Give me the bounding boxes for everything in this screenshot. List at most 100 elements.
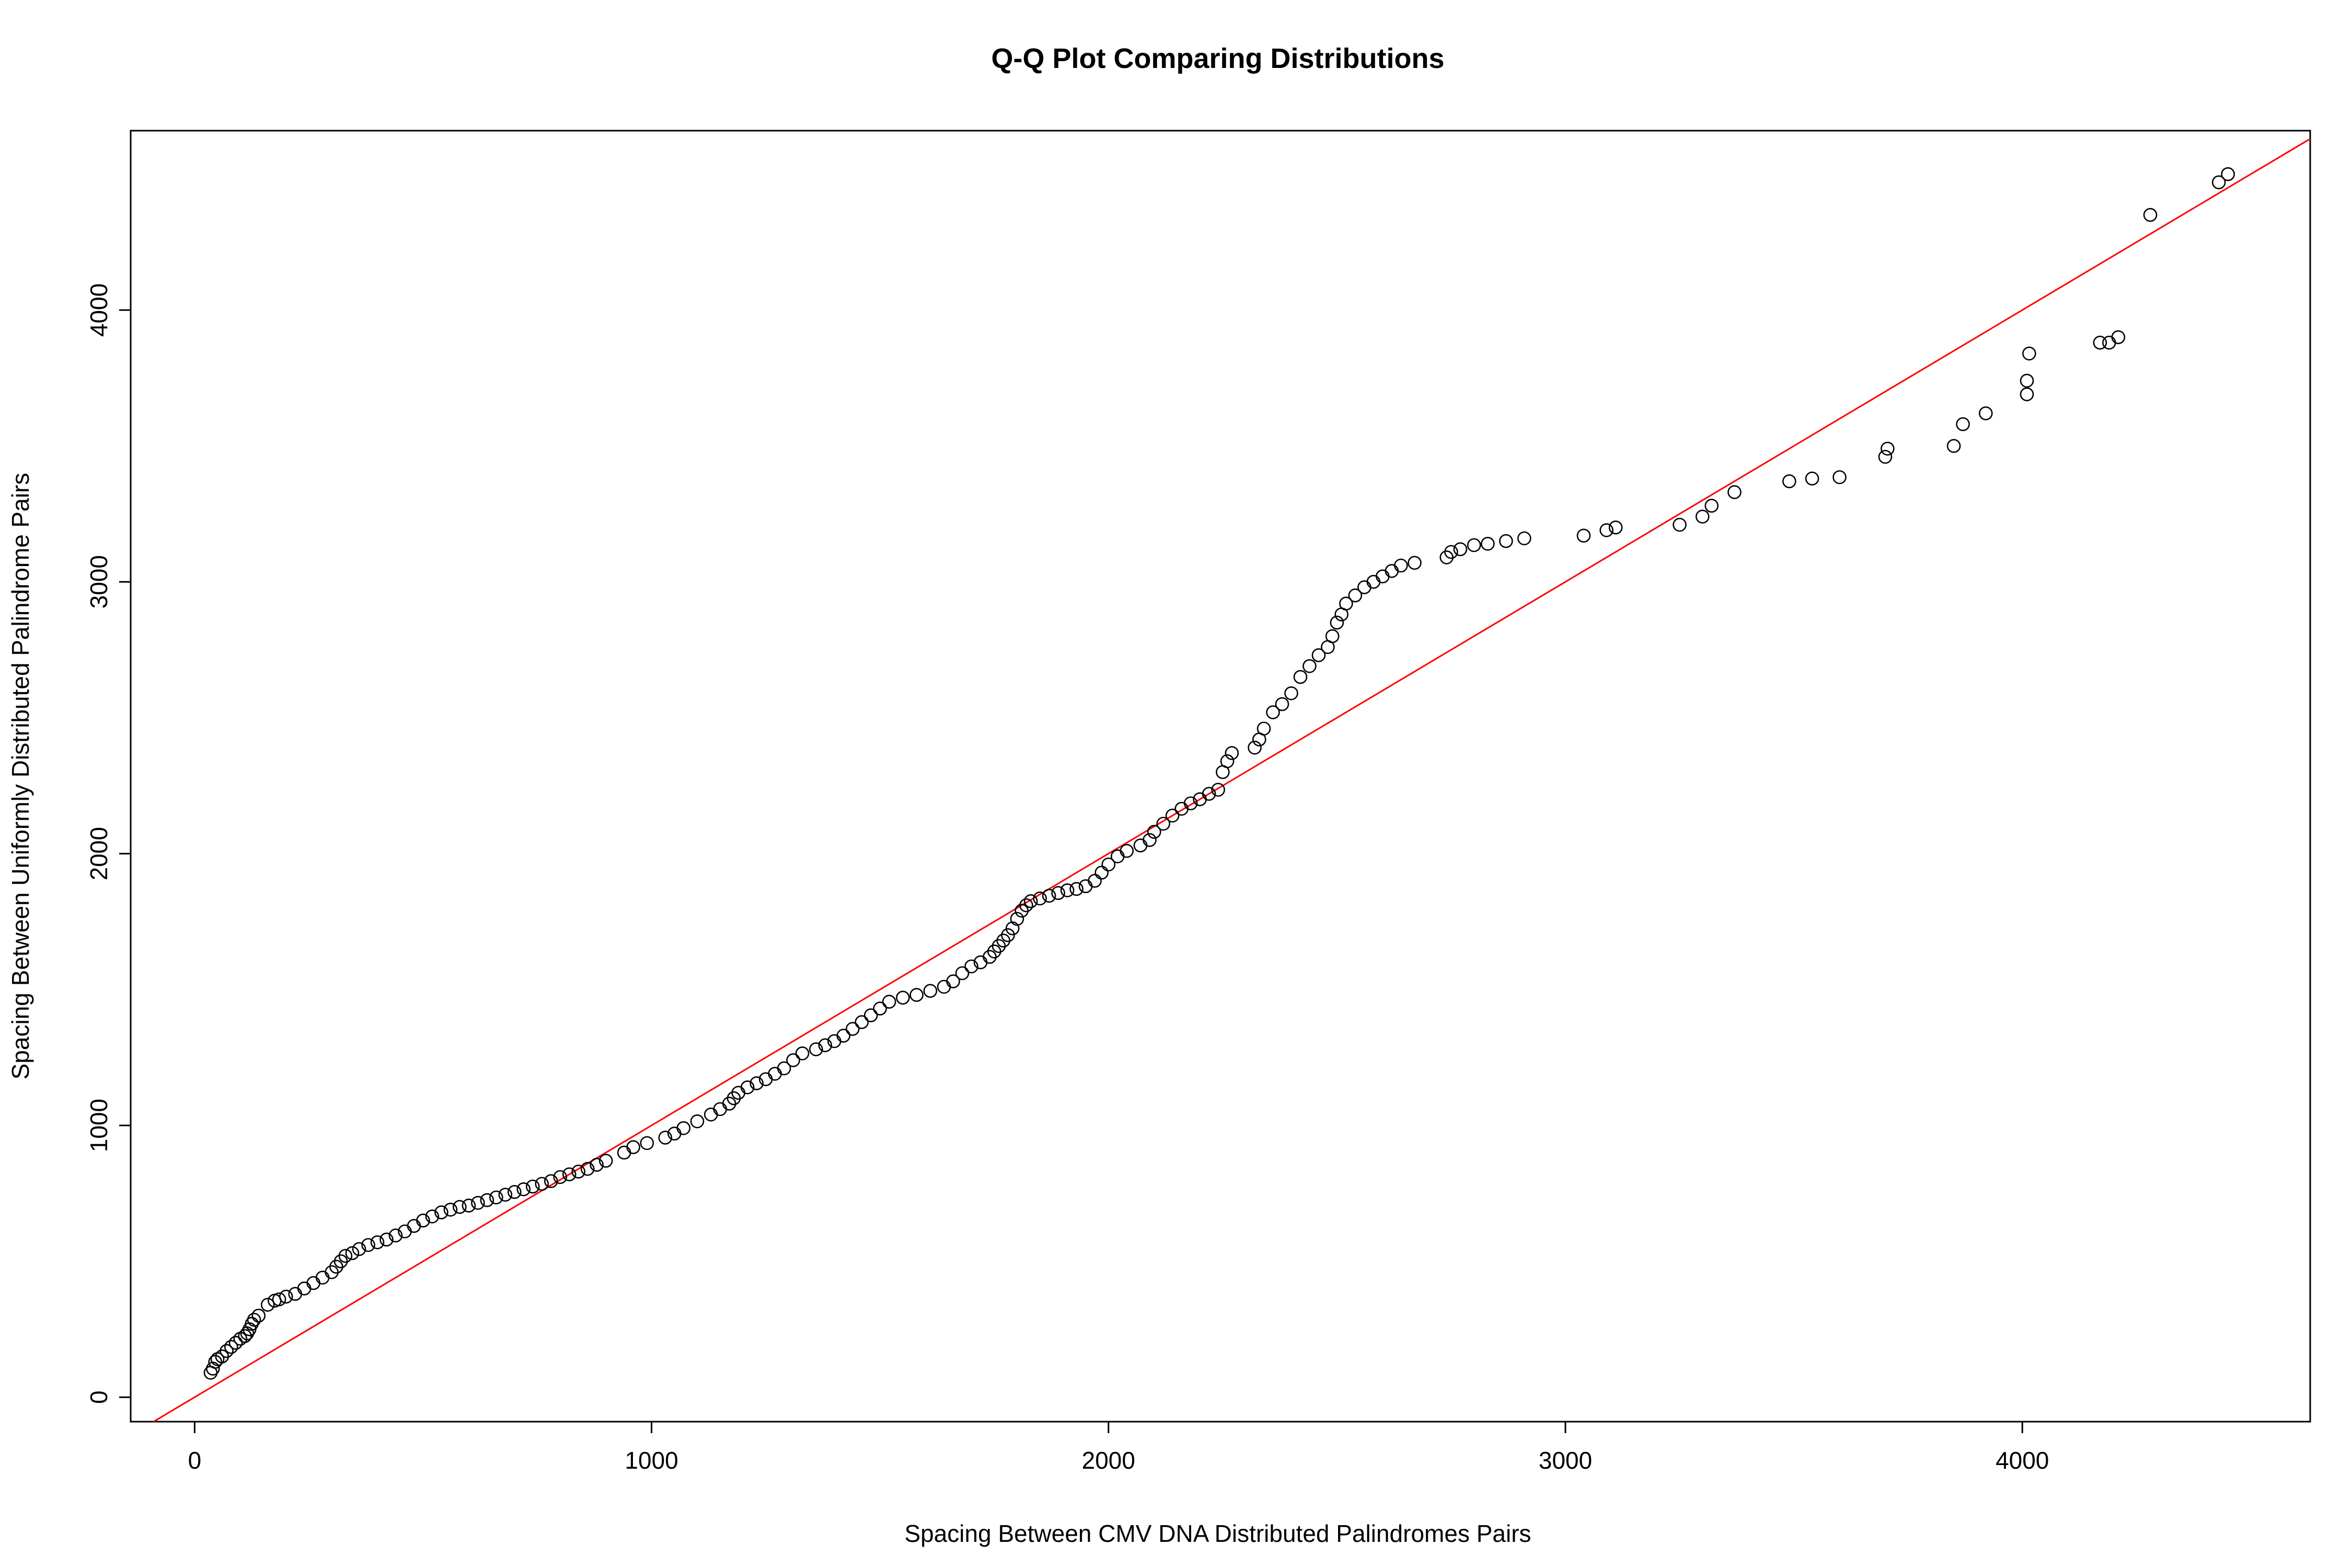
data-point xyxy=(1467,538,1481,552)
data-point xyxy=(1094,866,1109,880)
data-point xyxy=(1183,796,1198,811)
x-tick-label: 2000 xyxy=(1082,1447,1135,1474)
data-point xyxy=(955,966,970,981)
data-point xyxy=(1133,838,1148,852)
data-point xyxy=(544,1174,558,1189)
data-point xyxy=(562,1167,577,1182)
data-point xyxy=(571,1165,586,1179)
data-point xyxy=(2020,387,2034,401)
data-point xyxy=(338,1249,353,1263)
data-point xyxy=(722,1097,736,1111)
data-point xyxy=(590,1158,604,1172)
data-point xyxy=(896,990,910,1005)
data-point xyxy=(740,1080,755,1094)
data-point xyxy=(2020,374,2034,388)
data-point xyxy=(553,1170,568,1184)
y-tick-label: 2000 xyxy=(85,827,112,880)
data-point xyxy=(2022,347,2036,361)
data-point xyxy=(453,1200,467,1214)
data-point xyxy=(315,1271,330,1285)
data-point xyxy=(1202,787,1216,801)
data-point xyxy=(1704,499,1719,513)
data-point xyxy=(626,1140,640,1155)
data-point xyxy=(1069,882,1083,896)
y-tick-label: 4000 xyxy=(85,283,112,337)
data-point xyxy=(964,959,978,974)
data-point xyxy=(946,974,960,988)
data-point xyxy=(777,1061,791,1076)
data-point xyxy=(1385,564,1399,578)
data-point xyxy=(1211,782,1225,797)
data-point xyxy=(863,1008,878,1022)
x-tick-label: 3000 xyxy=(1539,1447,1592,1474)
data-points xyxy=(203,167,2235,1380)
data-point xyxy=(1051,886,1065,900)
data-point xyxy=(2211,175,2226,190)
data-point xyxy=(2111,330,2126,344)
y-axis: 0 1000 2000 3000 4000 xyxy=(85,283,131,1404)
data-point xyxy=(498,1187,513,1202)
data-point xyxy=(996,933,1011,948)
reference-line xyxy=(153,138,2311,1423)
data-point xyxy=(1023,894,1038,908)
data-point xyxy=(407,1219,421,1233)
data-point xyxy=(2093,336,2107,350)
data-point xyxy=(1010,912,1024,926)
data-point xyxy=(462,1198,476,1213)
data-point xyxy=(1078,879,1093,893)
data-point xyxy=(1805,471,1819,486)
y-tick-label: 0 xyxy=(85,1390,112,1404)
data-point xyxy=(306,1276,320,1290)
data-point xyxy=(1878,449,1893,464)
data-point xyxy=(1946,439,1961,453)
chart-title: Q-Q Plot Comparing Distributions xyxy=(991,43,1445,74)
data-point xyxy=(1001,928,1015,942)
data-point xyxy=(260,1298,275,1312)
data-point xyxy=(983,950,997,964)
x-axis: 0 1000 2000 3000 4000 xyxy=(188,1422,2049,1474)
data-point xyxy=(224,1340,238,1354)
y-tick-label: 3000 xyxy=(85,555,112,608)
data-point xyxy=(1275,697,1289,711)
data-point xyxy=(288,1287,303,1301)
data-point xyxy=(480,1193,494,1207)
data-point xyxy=(297,1281,312,1296)
data-point xyxy=(508,1185,522,1199)
y-tick-label: 1000 xyxy=(85,1099,112,1152)
data-point xyxy=(425,1209,440,1224)
data-point xyxy=(1330,615,1344,630)
data-point xyxy=(1101,857,1116,872)
data-point xyxy=(1325,629,1340,643)
data-point xyxy=(818,1038,833,1053)
data-point xyxy=(845,1022,860,1036)
data-point xyxy=(690,1114,705,1128)
data-point xyxy=(658,1131,673,1145)
data-point xyxy=(1956,417,1970,431)
y-axis-label: Spacing Between Uniformly Distributed Pa… xyxy=(7,473,34,1080)
data-point xyxy=(676,1121,691,1135)
data-point xyxy=(1302,659,1317,673)
data-point xyxy=(1111,849,1125,863)
data-point xyxy=(1248,741,1262,755)
data-point xyxy=(1088,873,1102,888)
x-tick-label: 0 xyxy=(188,1447,202,1474)
data-point xyxy=(1673,517,1687,532)
data-point xyxy=(987,944,1001,959)
data-point xyxy=(329,1260,343,1274)
data-point xyxy=(1727,485,1742,499)
data-point xyxy=(795,1046,810,1060)
data-point xyxy=(1394,558,1408,573)
data-point xyxy=(1143,833,1157,847)
data-point xyxy=(471,1196,485,1210)
data-point xyxy=(325,1265,339,1279)
data-point xyxy=(1220,754,1235,768)
reference-line-group xyxy=(153,138,2311,1423)
data-point xyxy=(768,1067,782,1081)
data-point xyxy=(731,1086,746,1100)
data-point xyxy=(937,979,951,994)
x-tick-label: 4000 xyxy=(1996,1447,2049,1474)
data-point xyxy=(1120,844,1134,858)
x-axis-label: Spacing Between CMV DNA Distributed Pali… xyxy=(904,1520,1531,1547)
data-point xyxy=(1832,470,1847,485)
